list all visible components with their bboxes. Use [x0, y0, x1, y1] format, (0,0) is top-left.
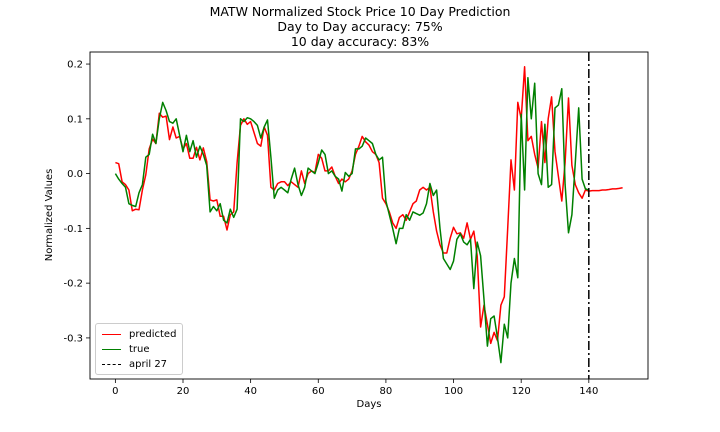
y-tick-label: -0.1: [63, 224, 83, 235]
legend-label-april-27: april 27: [129, 359, 167, 370]
legend-label-true: true: [129, 344, 150, 355]
x-tick-label: 60: [312, 386, 325, 397]
y-tick-label: 0.1: [67, 114, 83, 125]
legend-item-predicted: predicted: [102, 327, 176, 341]
legend: predicted true april 27: [95, 323, 183, 375]
y-tick-label: 0.2: [67, 60, 83, 71]
x-tick-label: 80: [380, 386, 393, 397]
legend-item-true: true: [102, 342, 150, 356]
x-tick-label: 140: [579, 386, 598, 397]
legend-swatch-true: [102, 349, 121, 350]
legend-item-april-27: april 27: [102, 357, 167, 371]
chart-title: MATW Normalized Stock Price 10 Day Predi…: [0, 4, 720, 19]
y-tick-label: -0.2: [63, 279, 83, 290]
x-tick-label: 120: [512, 386, 531, 397]
chart-subtitle-day-accuracy: Day to Day accuracy: 75%: [0, 19, 720, 34]
x-tick-label: 100: [444, 386, 463, 397]
chart-subtitle-10-day-accuracy: 10 day accuracy: 83%: [0, 34, 720, 49]
x-tick-label: 40: [244, 386, 257, 397]
x-tick-label: 20: [177, 386, 190, 397]
legend-swatch-april-27: [102, 364, 121, 365]
x-axis-label: Days: [357, 399, 382, 410]
y-tick-label: -0.3: [63, 333, 83, 344]
legend-label-predicted: predicted: [129, 329, 176, 340]
legend-swatch-predicted: [102, 334, 121, 335]
y-axis-label: Normalized Values: [44, 169, 55, 262]
y-tick-label: 0.0: [67, 169, 83, 180]
x-tick-label: 0: [112, 386, 118, 397]
